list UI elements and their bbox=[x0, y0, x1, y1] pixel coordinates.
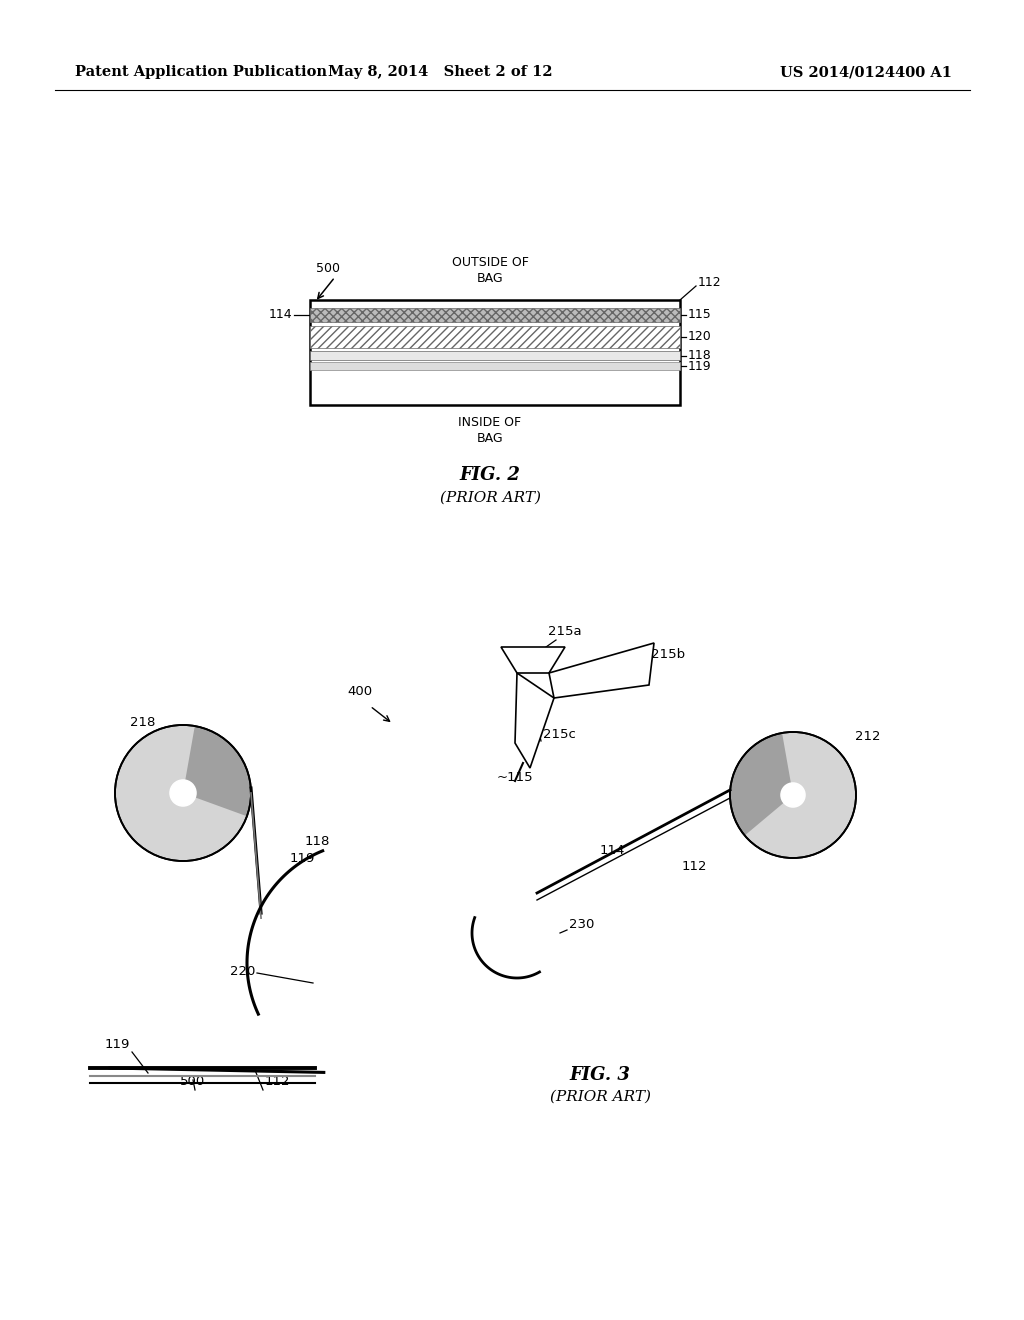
Text: FIG. 2: FIG. 2 bbox=[460, 466, 520, 484]
Text: 215c: 215c bbox=[543, 729, 575, 741]
Wedge shape bbox=[183, 726, 251, 816]
Text: 118: 118 bbox=[305, 836, 331, 847]
Circle shape bbox=[250, 845, 486, 1081]
Text: 114: 114 bbox=[268, 309, 292, 322]
Polygon shape bbox=[515, 673, 554, 768]
Text: 119: 119 bbox=[104, 1038, 130, 1051]
Text: 119: 119 bbox=[290, 851, 315, 865]
Text: 500: 500 bbox=[316, 261, 340, 275]
Text: ~115: ~115 bbox=[497, 771, 534, 784]
Text: 500: 500 bbox=[180, 1074, 206, 1088]
Text: 118: 118 bbox=[688, 348, 712, 362]
Text: (PRIOR ART): (PRIOR ART) bbox=[550, 1090, 650, 1104]
Text: 112: 112 bbox=[265, 1074, 291, 1088]
Text: OUTSIDE OF
BAG: OUTSIDE OF BAG bbox=[452, 256, 528, 285]
Bar bbox=[310, 308, 680, 322]
Text: 220: 220 bbox=[229, 965, 255, 978]
Bar bbox=[310, 326, 680, 348]
Polygon shape bbox=[501, 647, 565, 673]
Text: (PRIOR ART): (PRIOR ART) bbox=[439, 491, 541, 506]
Text: 218: 218 bbox=[130, 715, 156, 729]
Text: May 8, 2014   Sheet 2 of 12: May 8, 2014 Sheet 2 of 12 bbox=[328, 65, 552, 79]
Text: US 2014/0124400 A1: US 2014/0124400 A1 bbox=[780, 65, 952, 79]
Text: 400: 400 bbox=[347, 685, 373, 698]
Text: 215a: 215a bbox=[548, 624, 582, 638]
Text: 114: 114 bbox=[600, 843, 626, 857]
Circle shape bbox=[170, 780, 196, 807]
Bar bbox=[310, 300, 680, 405]
Text: FIG. 3: FIG. 3 bbox=[569, 1067, 631, 1084]
Text: INSIDE OF
BAG: INSIDE OF BAG bbox=[459, 416, 521, 445]
Circle shape bbox=[781, 783, 805, 807]
Bar bbox=[310, 362, 680, 370]
Circle shape bbox=[115, 725, 251, 861]
Text: 115: 115 bbox=[688, 309, 712, 322]
Text: 212: 212 bbox=[855, 730, 881, 743]
Text: 119: 119 bbox=[688, 359, 712, 372]
Text: 112: 112 bbox=[698, 276, 722, 289]
Text: 230: 230 bbox=[569, 917, 594, 931]
Text: 112: 112 bbox=[682, 861, 708, 873]
Polygon shape bbox=[549, 643, 654, 698]
Text: Patent Application Publication: Patent Application Publication bbox=[75, 65, 327, 79]
Circle shape bbox=[730, 733, 856, 858]
Circle shape bbox=[474, 890, 560, 975]
Text: ~215b: ~215b bbox=[641, 648, 686, 661]
Bar bbox=[310, 351, 680, 360]
Text: 120: 120 bbox=[688, 330, 712, 343]
Wedge shape bbox=[730, 733, 793, 836]
